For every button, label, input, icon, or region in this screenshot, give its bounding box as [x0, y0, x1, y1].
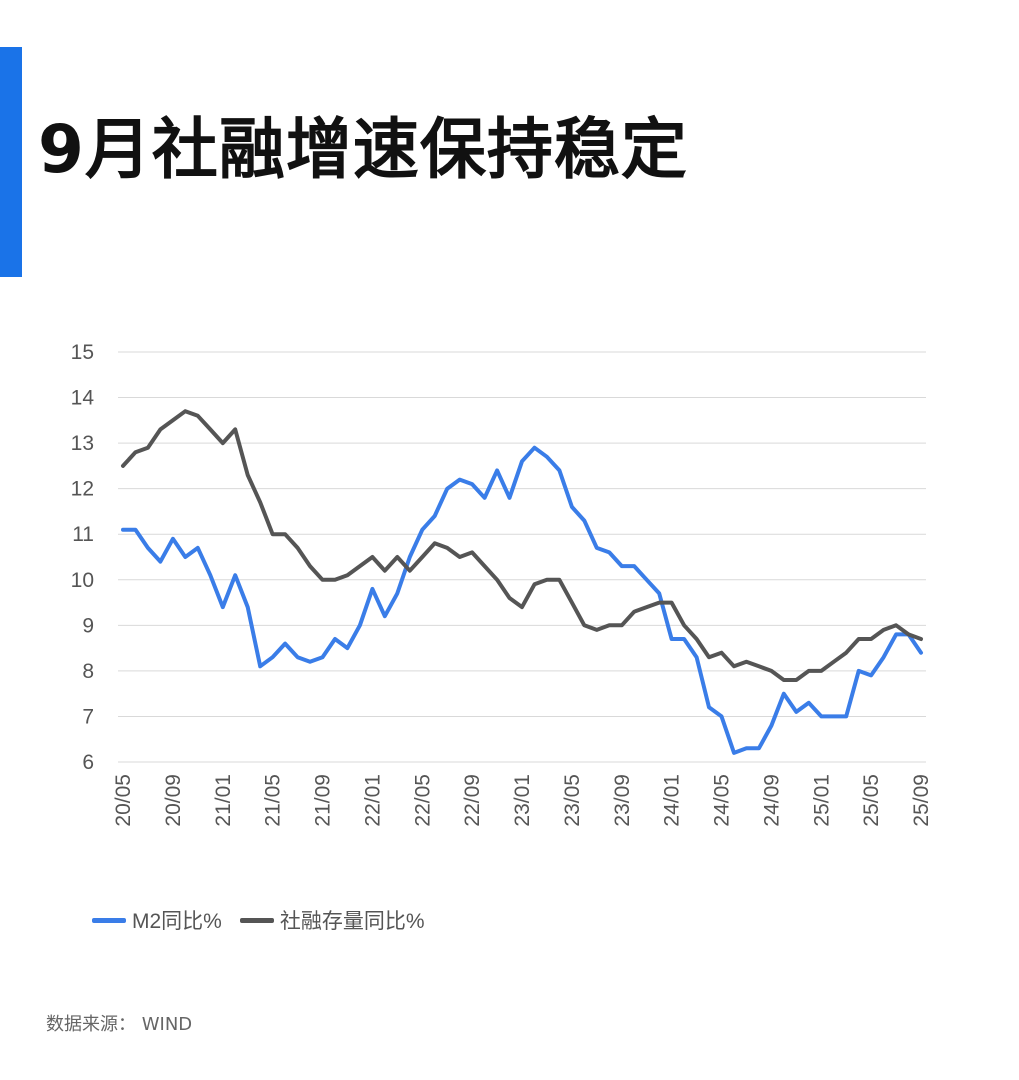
- y-tick-label: 7: [82, 705, 94, 728]
- source-label: 数据来源：: [46, 1014, 136, 1035]
- legend: M2同比% 社融存量同比%: [92, 905, 425, 935]
- x-axis: 20/05 20/09 21/01 21/05 21/09 22/01 22/05 22/09…: [112, 774, 933, 827]
- y-tick-label: 6: [82, 751, 94, 774]
- accent-bar: [0, 47, 22, 277]
- x-tick-label: 23/01: [511, 774, 534, 827]
- y-tick-label: 15: [71, 341, 94, 364]
- x-tick-label: 21/01: [212, 774, 235, 827]
- x-tick-label: 23/05: [561, 774, 584, 827]
- y-tick-label: 12: [71, 478, 94, 501]
- series-line-m2: [121, 445, 923, 755]
- y-tick-label: 8: [82, 660, 94, 683]
- legend-swatch-tsf: [239, 917, 274, 923]
- x-tick-label: 22/01: [361, 774, 384, 827]
- source-note: 数据来源： WIND: [46, 1010, 192, 1036]
- x-tick-label: 20/09: [162, 774, 185, 827]
- series-line-tsf: [121, 409, 923, 682]
- series-layer: [121, 409, 923, 755]
- x-tick-label: 22/05: [411, 774, 434, 827]
- source-value: WIND: [141, 1014, 193, 1035]
- x-tick-label: 25/01: [810, 774, 833, 827]
- x-tick-label: 20/05: [112, 774, 135, 827]
- page-title: 9月社融增速保持稳定: [38, 111, 688, 188]
- y-tick-label: 11: [72, 523, 94, 546]
- grid-layer: [118, 351, 926, 763]
- x-tick-label: 24/09: [760, 774, 783, 827]
- y-tick-label: 14: [71, 387, 95, 410]
- legend-item-tsf: 社融存量同比%: [239, 905, 425, 935]
- x-tick-label: 22/09: [461, 774, 484, 827]
- y-tick-label: 13: [71, 432, 94, 455]
- x-tick-label: 24/01: [661, 774, 684, 827]
- y-axis: 6 7 8 9 10 11 12 13 14 15: [71, 341, 95, 774]
- legend-swatch-m2: [92, 917, 126, 923]
- y-tick-label: 9: [82, 614, 94, 637]
- x-tick-label: 25/05: [860, 774, 883, 827]
- legend-item-m2: M2同比%: [92, 905, 222, 935]
- x-tick-label: 21/05: [262, 774, 285, 827]
- x-tick-label: 25/09: [910, 774, 933, 827]
- x-tick-label: 21/09: [312, 774, 335, 827]
- x-tick-label: 23/09: [611, 774, 634, 827]
- legend-label-m2: M2同比%: [132, 910, 222, 933]
- legend-label-tsf: 社融存量同比%: [279, 910, 425, 933]
- x-tick-label: 24/05: [711, 774, 734, 827]
- y-tick-label: 10: [71, 569, 94, 592]
